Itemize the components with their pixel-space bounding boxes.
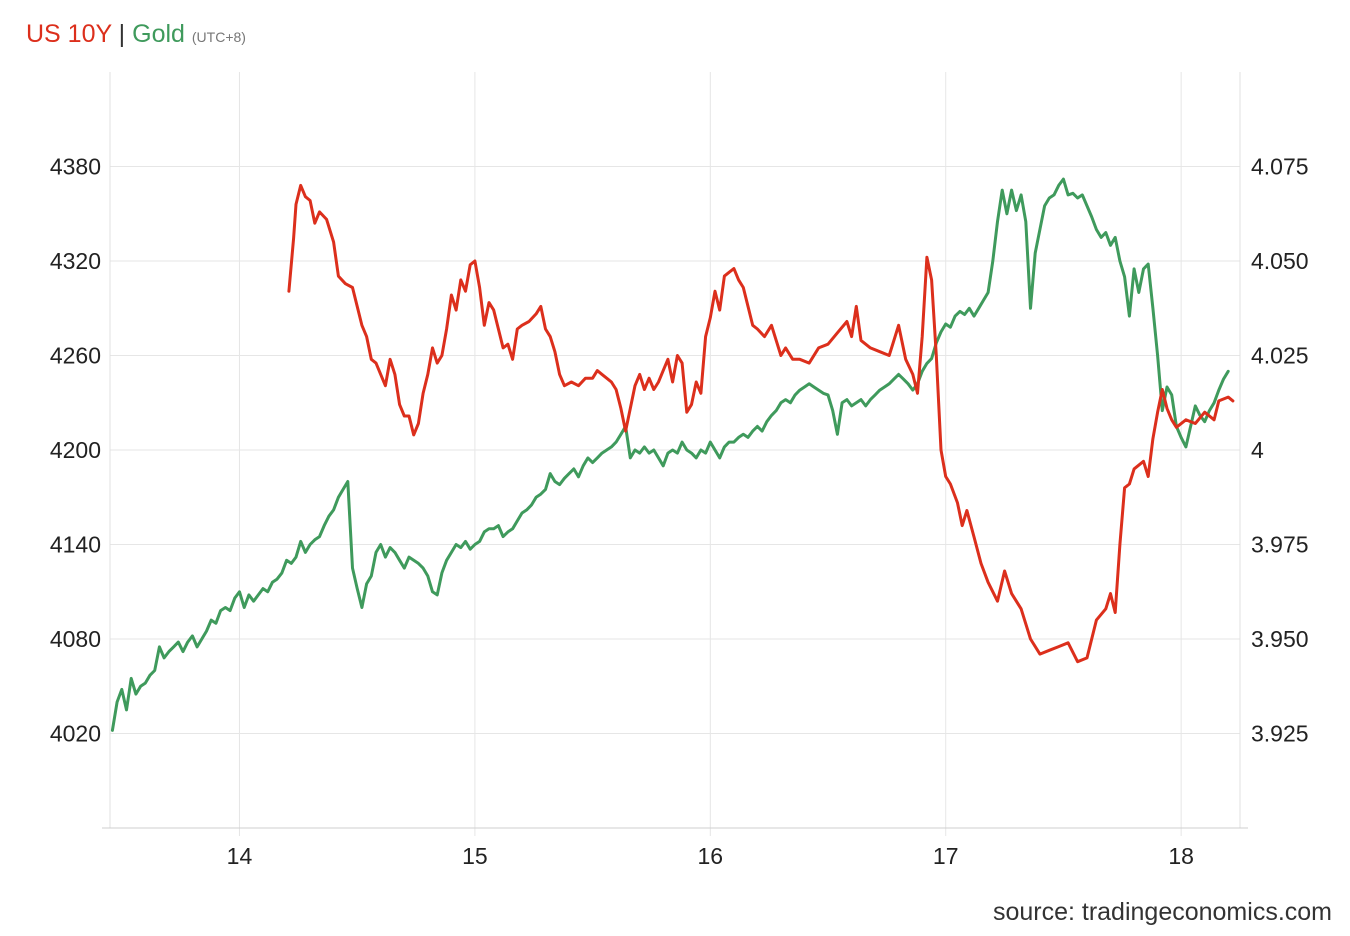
title-separator: | [118, 20, 126, 48]
title-series-gold: Gold [132, 20, 185, 48]
y-right-tick-label: 4 [1251, 437, 1264, 463]
x-tick-label: 18 [1168, 843, 1194, 869]
gold-series-line [110, 177, 1230, 732]
y-left-tick-label: 4020 [50, 721, 101, 747]
y-right-tick-label: 4.025 [1251, 343, 1309, 369]
y-left-tick-label: 4080 [50, 626, 101, 652]
y-left-tick-label: 4140 [50, 532, 101, 558]
y-left-tick-label: 4380 [50, 154, 101, 180]
y-right-tick-label: 4.075 [1251, 154, 1309, 180]
y-left-tick-label: 4320 [50, 248, 101, 274]
us10y-series-line [287, 183, 1235, 664]
title-series-us10y: US 10Y [26, 20, 112, 48]
tick-labels: 4020 4080 4140 4200 4260 4320 4380 3.925 3.950 3.… [50, 154, 1309, 870]
x-tick-label: 16 [698, 843, 724, 869]
y-right-tick-label: 4.050 [1251, 248, 1309, 274]
chart-axes [102, 72, 1248, 829]
y-right-tick-label: 3.950 [1251, 626, 1309, 652]
grid-lines [110, 72, 1240, 836]
x-tick-label: 17 [933, 843, 959, 869]
x-tick-label: 15 [462, 843, 488, 869]
x-tick-label: 14 [227, 843, 253, 869]
y-left-tick-label: 4200 [50, 437, 101, 463]
y-right-tick-label: 3.975 [1251, 532, 1309, 558]
source-credit: source: tradingeconomics.com [992, 898, 1332, 926]
chart-title: US 10Y | Gold (UTC+8) [26, 20, 246, 49]
title-timezone: (UTC+8) [191, 29, 246, 45]
y-left-tick-label: 4260 [50, 343, 101, 369]
series-lines [110, 177, 1235, 732]
y-right-tick-label: 3.925 [1251, 721, 1309, 747]
